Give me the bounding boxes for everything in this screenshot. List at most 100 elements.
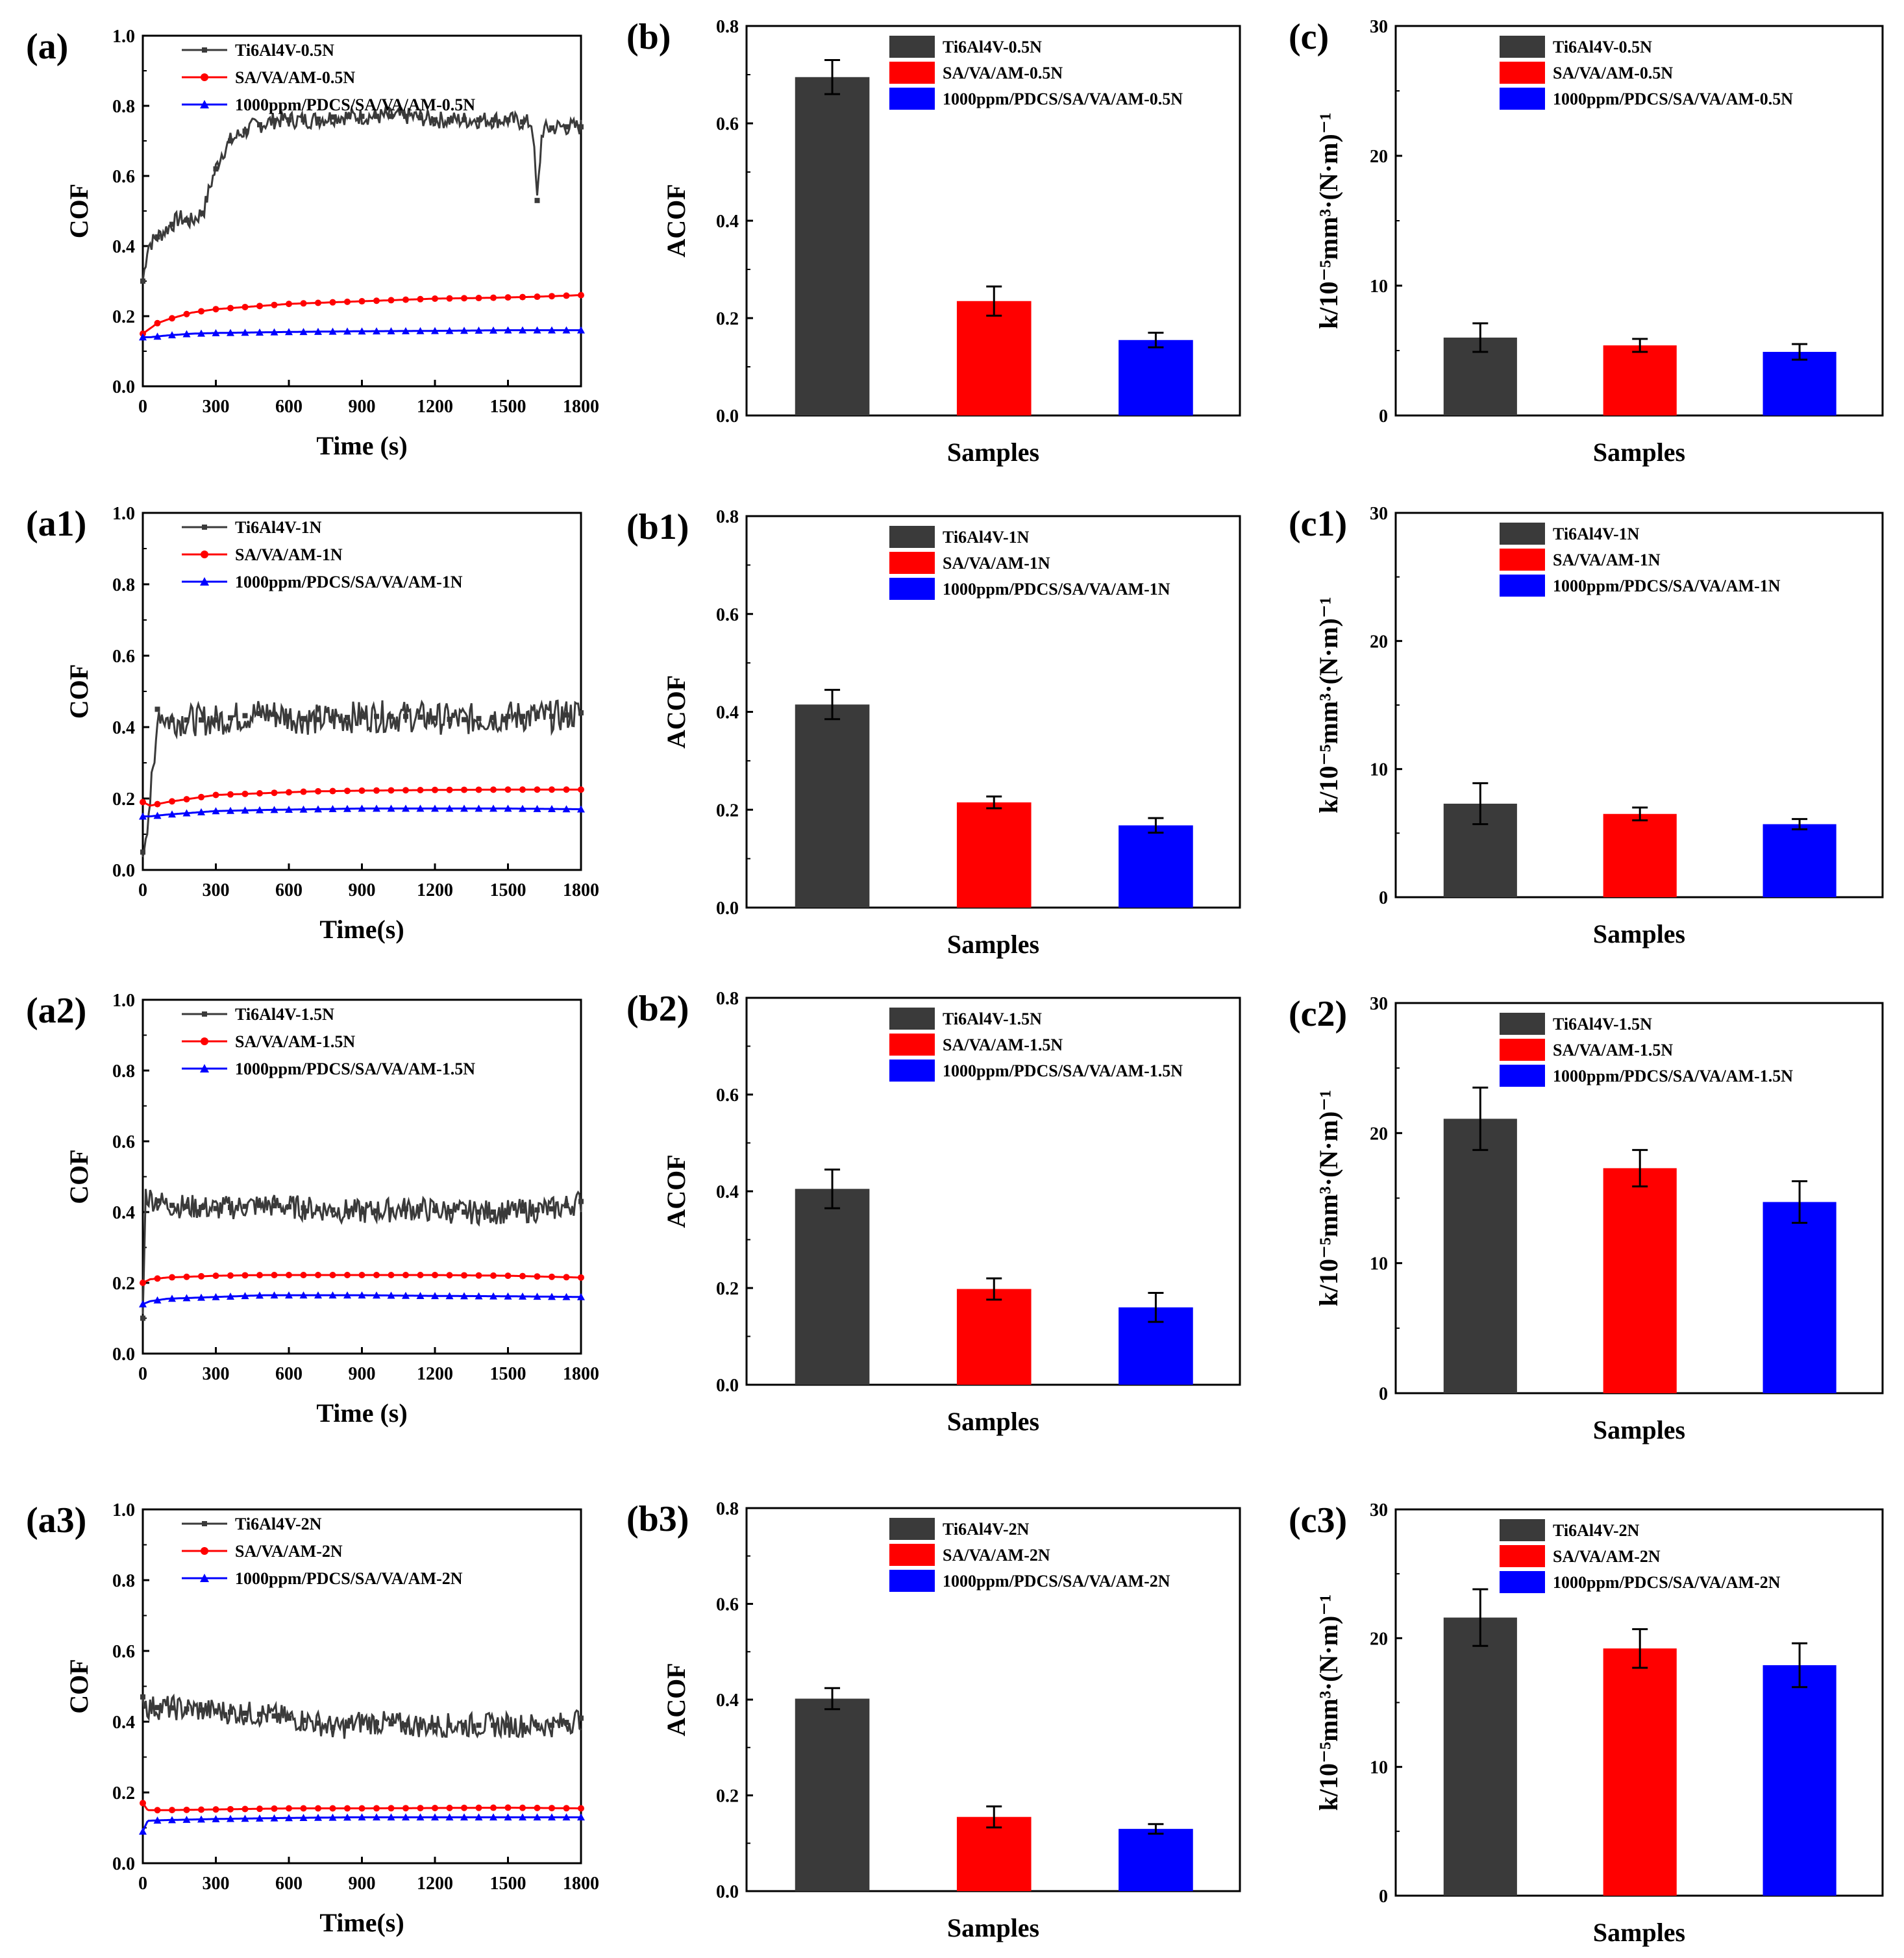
legend-marker <box>201 1547 208 1555</box>
series-marker <box>227 791 234 798</box>
legend-swatch <box>1500 549 1545 571</box>
series-marker <box>504 326 512 334</box>
series-marker <box>343 1813 351 1821</box>
y-tick-label: 0.8 <box>716 989 739 1009</box>
x-tick-label: 300 <box>203 880 230 900</box>
series-marker <box>388 1272 395 1279</box>
series-marker <box>241 328 249 336</box>
legend-entry: 1000ppm/PDCS/SA/VA/AM-1N <box>1553 576 1781 595</box>
panel-label: (c1) <box>1289 504 1347 544</box>
series-marker <box>373 1813 380 1821</box>
series-marker <box>519 1804 526 1811</box>
y-tick-label: 0.0 <box>112 377 135 397</box>
series-marker <box>314 1813 322 1821</box>
series-marker <box>431 1813 439 1821</box>
series-marker <box>299 328 308 336</box>
legend-marker <box>200 1574 209 1582</box>
series-marker <box>256 1814 264 1822</box>
x-tick-label: 900 <box>349 880 376 900</box>
series-marker <box>271 1805 278 1812</box>
series-marker <box>199 717 204 723</box>
series-marker <box>154 319 161 327</box>
panel-label: (c) <box>1289 17 1329 57</box>
series-marker <box>168 810 176 818</box>
series-marker <box>505 117 511 123</box>
legend-entry: SA/VA/AM-1N <box>943 554 1050 573</box>
series-marker <box>578 1274 584 1281</box>
series-marker <box>199 1204 204 1210</box>
series-marker <box>534 1722 540 1728</box>
series-marker <box>212 1806 219 1813</box>
series-marker <box>197 1815 205 1823</box>
panel-label: (c3) <box>1289 1500 1347 1541</box>
series-marker <box>213 1708 219 1714</box>
series-marker <box>534 786 541 793</box>
series-marker <box>533 1813 541 1821</box>
legend-swatch <box>1500 1039 1545 1061</box>
series-marker <box>140 799 146 806</box>
series-marker <box>271 789 278 797</box>
chart-a3: (a3) 0.0 0.2 0.4 0.6 0.8 1.0 COF Time(s) 0 300 600 9… <box>26 1500 599 1937</box>
series-marker <box>139 1300 147 1307</box>
series-line-1 <box>142 105 582 282</box>
x-tick-label: 0 <box>138 397 147 417</box>
series-marker <box>432 786 438 793</box>
series-marker <box>445 1813 454 1821</box>
series-marker <box>446 295 453 302</box>
y-tick-label: 20 <box>1370 632 1388 652</box>
legend-entry: 1000ppm/PDCS/SA/VA/AM-2N <box>1553 1573 1781 1592</box>
series-marker <box>388 713 394 719</box>
series-line-1 <box>142 1189 582 1314</box>
legend-entry: 1000ppm/PDCS/SA/VA/AM-1.5N <box>943 1061 1183 1080</box>
legend-entry: SA/VA/AM-2N <box>943 1546 1050 1565</box>
series-marker <box>358 327 366 335</box>
x-tick-label: 900 <box>349 397 376 417</box>
x-tick-label: 600 <box>275 1874 303 1894</box>
y-tick-label: 1.0 <box>112 991 135 1011</box>
series-marker <box>445 1292 454 1300</box>
series-marker <box>168 1295 176 1302</box>
series-marker <box>505 713 511 719</box>
series-marker <box>343 1291 351 1299</box>
series-marker <box>519 1292 526 1300</box>
series-marker <box>212 1815 220 1822</box>
y-tick-label: 0.8 <box>716 507 739 527</box>
series-marker <box>271 1203 277 1209</box>
panel-label: (a2) <box>26 991 86 1031</box>
series-marker <box>402 1272 409 1279</box>
series-marker <box>184 1204 190 1209</box>
series-marker <box>315 116 321 122</box>
series-marker <box>533 326 541 334</box>
series-marker <box>388 787 395 794</box>
bar-2 <box>956 1289 1032 1385</box>
series-marker <box>169 1274 175 1281</box>
y-axis-title: ACOF <box>661 1663 691 1736</box>
series-marker <box>256 328 264 336</box>
series-marker <box>256 790 263 797</box>
series-marker <box>257 1711 262 1717</box>
series-marker <box>329 787 336 795</box>
legend-swatch <box>1500 1065 1545 1087</box>
series-marker <box>520 713 525 719</box>
series-marker <box>213 717 219 723</box>
series-marker <box>519 326 526 334</box>
y-tick-label: 0.6 <box>716 1595 739 1615</box>
y-tick-label: 0.2 <box>112 1783 135 1803</box>
series-marker <box>329 1805 336 1812</box>
panel-label: (a1) <box>26 504 86 544</box>
x-tick-label: 1800 <box>563 1364 599 1384</box>
legend-entry: Ti6Al4V-1N <box>943 528 1030 547</box>
series-marker <box>299 805 308 813</box>
series-marker <box>155 234 160 240</box>
y-tick-label: 30 <box>1370 994 1388 1014</box>
y-tick-label: 0.4 <box>112 237 135 257</box>
x-axis-title: Samples <box>947 438 1039 467</box>
legend-entry: SA/VA/AM-0.5N <box>943 64 1063 82</box>
series-marker <box>242 1204 248 1209</box>
series-marker <box>183 1273 190 1280</box>
series-marker <box>212 1272 219 1280</box>
legend-swatch <box>889 62 935 84</box>
series-marker <box>549 1273 555 1280</box>
series-marker <box>491 1209 496 1215</box>
series-marker <box>343 327 351 335</box>
